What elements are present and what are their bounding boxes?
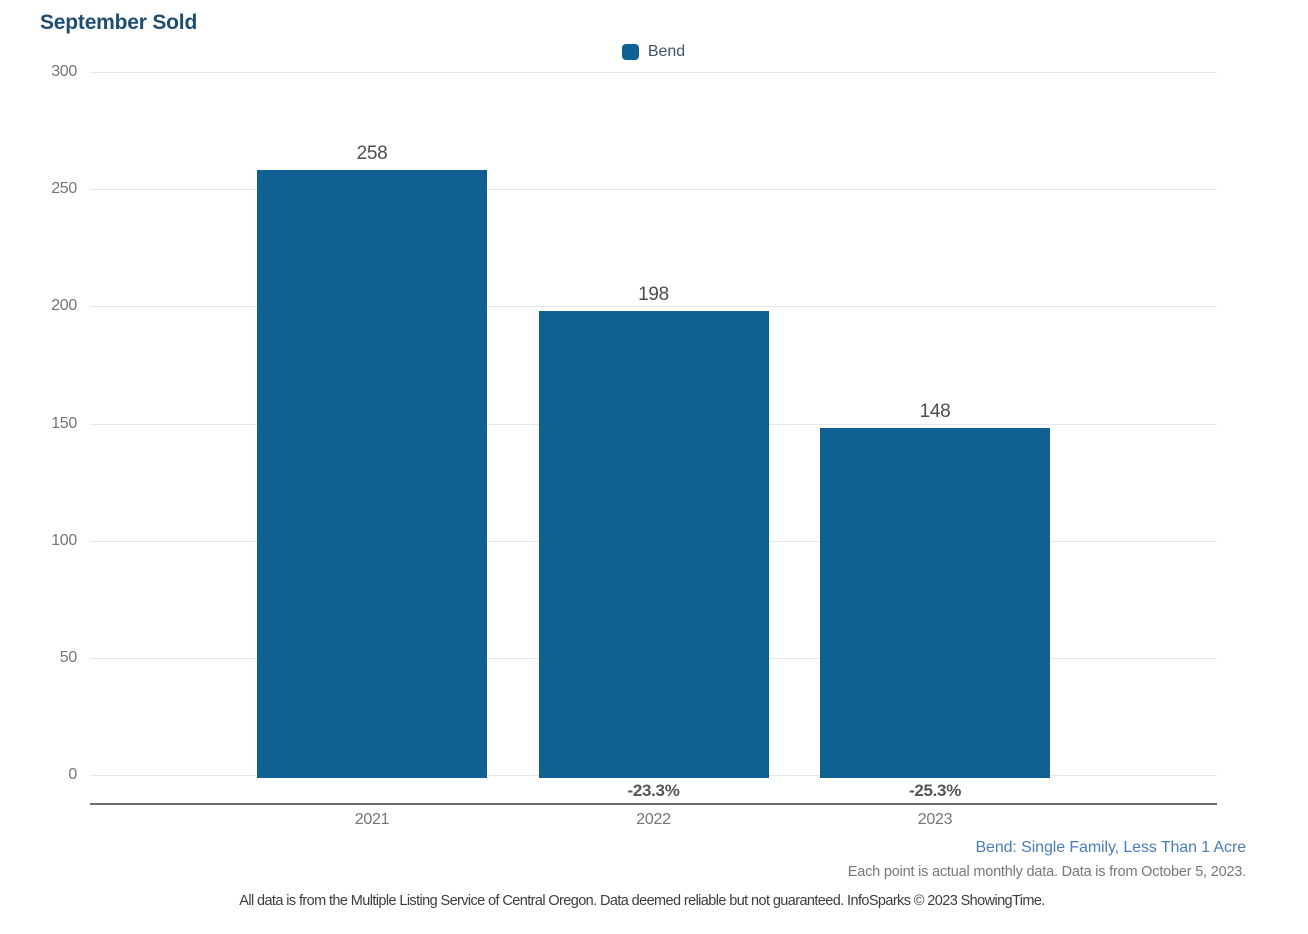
- bar-2021[interactable]: [257, 170, 487, 778]
- y-axis-tick-label-100: 100: [51, 531, 77, 549]
- bar-2022[interactable]: [538, 311, 769, 778]
- y-axis-tick-label-300: 300: [51, 63, 77, 80]
- y-axis-tick-label-0: 0: [68, 766, 77, 783]
- bar-value-label-2023: 148: [919, 401, 951, 423]
- x-axis-tick-label-2023: 2023: [917, 811, 953, 828]
- gridline-y-300: [90, 72, 1217, 73]
- plot-area: 0 50 100 150 200 250 300 258 2021 198 -23.3% 2022 14…: [51, 63, 1217, 828]
- pct-change-label-2022: -23.3%: [627, 781, 680, 800]
- y-axis-tick-label-250: 250: [51, 180, 77, 198]
- legend-swatch-icon: [621, 44, 639, 60]
- disclaimer-footnote: All data is from the Multiple Listing Se…: [239, 893, 1045, 909]
- y-axis-tick-label-150: 150: [51, 414, 77, 432]
- x-axis-line: [90, 803, 1217, 805]
- legend-label: Bend: [647, 43, 686, 60]
- gridline-y-200: [90, 306, 1217, 308]
- bar-value-label-2022: 198: [638, 284, 669, 306]
- bar-2023[interactable]: [820, 428, 1050, 778]
- data-note-footnote: Each point is actual monthly data. Data …: [847, 864, 1246, 880]
- x-axis-tick-label-2022: 2022: [636, 811, 671, 828]
- y-axis-tick-label-50: 50: [59, 648, 78, 666]
- legend-item-bend[interactable]: Bend: [90, 42, 1217, 62]
- chart-title: September Sold: [40, 11, 198, 34]
- series-description-footnote: Bend: Single Family, Less Than 1 Acre: [975, 839, 1246, 856]
- y-axis-tick-label-200: 200: [51, 297, 77, 315]
- gridline-y-250: [90, 189, 1217, 191]
- x-axis-tick-label-2021: 2021: [354, 811, 390, 828]
- bar-value-label-2021: 258: [356, 143, 388, 165]
- pct-change-label-2023: -25.3%: [908, 781, 962, 800]
